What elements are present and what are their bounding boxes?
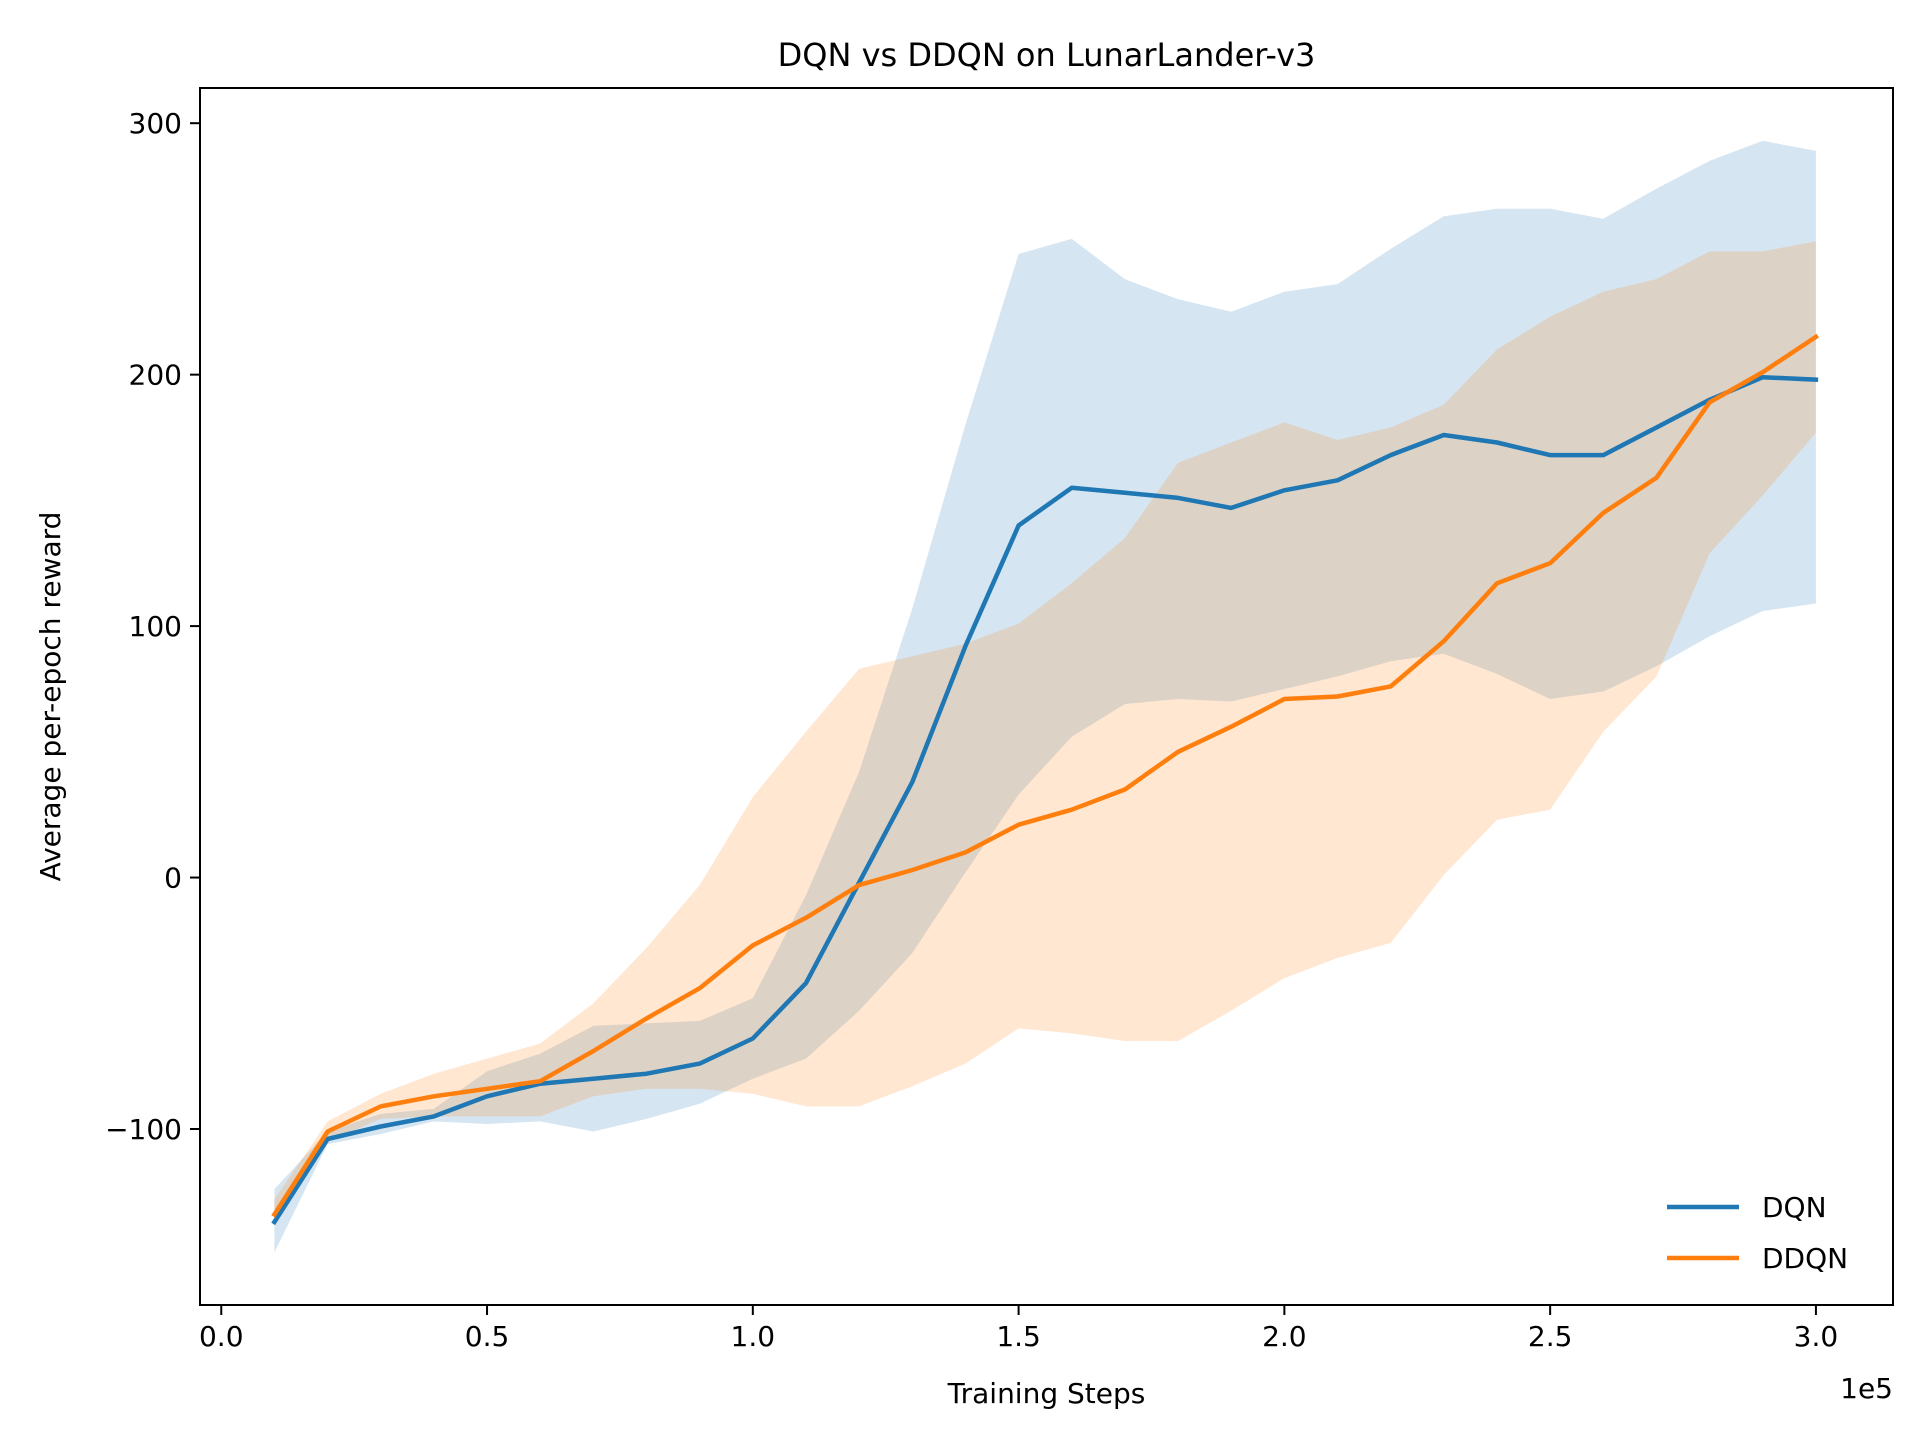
x-tick-label: 2.0 — [1262, 1320, 1307, 1353]
y-tick-label: −100 — [105, 1113, 182, 1146]
y-axis-ticks: −100 0 100 200 300 — [105, 107, 200, 1146]
legend-label-ddqn: DDQN — [1762, 1242, 1848, 1275]
legend: DQN DDQN — [1667, 1191, 1848, 1275]
chart-title: DQN vs DDQN on LunarLander-v3 — [778, 36, 1316, 74]
plot-frame — [199, 87, 1894, 1306]
x-axis-offset-label: 1e5 — [1840, 1372, 1893, 1405]
y-tick-label: 100 — [129, 610, 182, 643]
y-tick-label: 0 — [164, 862, 182, 895]
x-tick-label: 2.5 — [1528, 1320, 1573, 1353]
x-tick-label: 0.5 — [465, 1320, 510, 1353]
series-lines — [271, 333, 1820, 1226]
y-tick-label: 300 — [129, 107, 182, 140]
x-tick-label: 0.0 — [199, 1320, 244, 1353]
legend-label-dqn: DQN — [1762, 1191, 1827, 1224]
x-axis-label: Training Steps — [947, 1377, 1146, 1410]
y-tick-label: 200 — [129, 359, 182, 392]
x-tick-label: 1.5 — [996, 1320, 1041, 1353]
band-ddqn — [274, 241, 1816, 1225]
y-axis-label: Average per-epoch reward — [34, 512, 67, 882]
x-tick-label: 1.0 — [731, 1320, 776, 1353]
line-ddqn — [271, 333, 1820, 1218]
band-dqn — [274, 140, 1816, 1253]
confidence-bands — [274, 140, 1816, 1253]
line-dqn — [271, 374, 1819, 1226]
x-axis-ticks: 0.0 0.5 1.0 1.5 2.0 2.5 3.0 — [199, 1305, 1838, 1353]
x-tick-label: 3.0 — [1794, 1320, 1839, 1353]
